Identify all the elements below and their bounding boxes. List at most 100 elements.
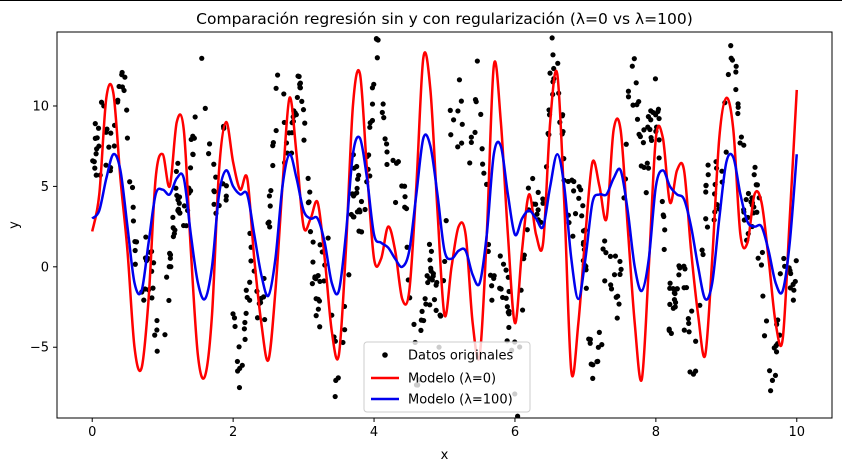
data-point [124, 107, 130, 113]
data-point [434, 279, 440, 286]
data-point [503, 267, 509, 273]
data-point [177, 210, 183, 216]
data-point [613, 294, 619, 300]
data-point [175, 160, 181, 166]
data-point [755, 255, 761, 261]
data-point [202, 105, 208, 111]
data-point [599, 342, 605, 348]
x-tick-label: 6 [511, 425, 519, 440]
x-tick-label: 10 [788, 425, 805, 440]
data-point [390, 157, 396, 163]
data-point [223, 197, 229, 203]
data-point [95, 125, 102, 131]
data-point [535, 189, 541, 195]
data-point [681, 327, 687, 333]
data-point [693, 368, 699, 374]
data-point [587, 340, 593, 346]
data-point [472, 96, 479, 103]
data-point [234, 358, 241, 365]
data-point [91, 159, 97, 165]
data-point [530, 175, 536, 182]
data-point [618, 266, 624, 272]
data-point [166, 297, 172, 304]
data-point [793, 258, 799, 264]
data-point [735, 110, 741, 117]
data-point [317, 278, 323, 285]
data-point [164, 274, 170, 280]
data-point [535, 207, 541, 213]
data-point [181, 203, 187, 209]
data-point [433, 307, 439, 313]
data-point [237, 365, 243, 371]
data-point [427, 302, 433, 308]
data-point [481, 170, 487, 176]
data-point [607, 253, 614, 259]
data-point [254, 315, 261, 321]
data-point [676, 272, 682, 278]
data-point [725, 71, 731, 78]
data-point [655, 108, 661, 115]
data-point [273, 85, 279, 91]
data-point [645, 124, 651, 130]
data-point [503, 295, 509, 301]
data-point [379, 109, 385, 116]
data-point [761, 333, 768, 339]
data-point [555, 60, 561, 66]
data-point [766, 368, 773, 374]
data-point [565, 178, 571, 185]
data-point [455, 144, 461, 150]
data-point [190, 151, 196, 157]
data-point [631, 56, 637, 62]
data-point [392, 199, 399, 206]
data-point [383, 141, 390, 147]
data-point [402, 194, 408, 200]
data-point [703, 183, 709, 189]
x-tick-label: 8 [652, 425, 660, 440]
data-point [472, 129, 478, 136]
data-point [116, 83, 122, 90]
data-point [132, 261, 138, 267]
data-point [703, 189, 709, 195]
data-point [700, 251, 706, 258]
data-point [375, 37, 381, 43]
data-point [355, 176, 361, 182]
y-axis: −5 0 5 10 [30, 99, 57, 356]
data-point [354, 185, 360, 191]
legend-marker-datos [382, 352, 388, 358]
data-point [674, 286, 680, 292]
data-point [247, 279, 253, 285]
data-point [790, 281, 796, 287]
data-point [455, 108, 461, 114]
y-tick-label: 0 [41, 260, 49, 275]
data-point [151, 260, 157, 266]
data-point [356, 207, 362, 213]
data-point [611, 272, 618, 278]
data-point [310, 259, 316, 265]
data-point [760, 293, 766, 299]
data-point [236, 384, 243, 391]
data-point [686, 329, 692, 335]
data-point [671, 296, 678, 303]
data-point [354, 163, 360, 170]
data-point [230, 311, 236, 317]
legend-label-lambda0: Modelo (λ=0) [408, 372, 496, 387]
data-point [170, 225, 176, 231]
data-point [637, 133, 643, 140]
data-point [108, 130, 114, 136]
data-point [478, 111, 484, 117]
data-point [489, 297, 495, 303]
data-point [281, 91, 287, 97]
data-point [422, 296, 428, 302]
data-point [244, 294, 250, 301]
data-point [733, 63, 739, 69]
data-point [487, 272, 494, 278]
data-point [223, 183, 229, 189]
data-point [686, 320, 692, 326]
data-point [652, 76, 659, 82]
data-point [248, 258, 254, 264]
data-point [366, 152, 372, 158]
data-point [103, 162, 109, 168]
data-point [667, 280, 673, 286]
data-point [173, 185, 179, 191]
data-point [369, 101, 376, 107]
